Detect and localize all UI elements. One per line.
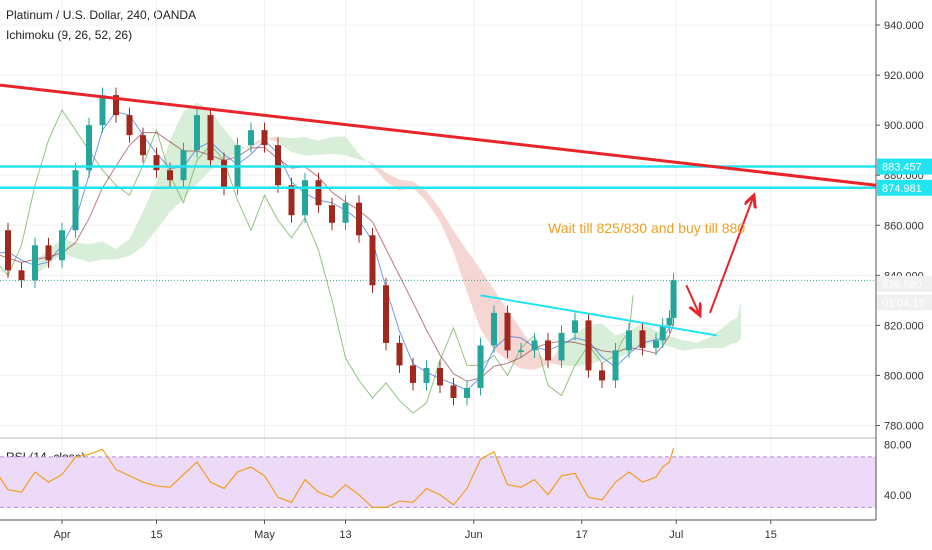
last-price-badge-bg [877,275,932,292]
candle-body [261,130,268,146]
candle-body [666,317,673,326]
candle-body [437,367,443,386]
candle-body [275,145,281,186]
candle-body [180,150,187,181]
candle-body [302,180,308,216]
indicator-label: Ichimoku (9, 26, 52, 26) [6,28,133,42]
rsi-band [0,456,876,508]
candle-body [626,330,632,351]
candle-body [504,312,511,351]
last-price-badge: 836.580 [882,279,922,291]
support-price-badge: 874.981 [882,183,922,195]
candle-body [356,202,362,236]
candle-body [329,205,335,223]
candle-body [126,115,133,136]
candle-body [585,320,592,371]
price-tick-label: 860.000 [884,220,924,232]
rsi-tick-label: 80.00 [884,439,912,451]
candle-body [572,320,578,333]
candle-body [653,340,659,348]
candle-body [599,370,605,381]
chart-title: Platinum / U.S. Dollar, 240, OANDA [6,8,197,22]
time-tick-label: 13 [339,529,351,541]
time-tick-label: May [254,529,275,541]
time-tick-label: Jul [669,529,683,541]
breakout-trendline [480,294,717,337]
countdown-badge: 01:04:15 [882,297,925,309]
price-tick-label: 820.000 [884,320,924,332]
ichimoku-base-line [0,132,675,382]
candle-body [491,312,497,346]
time-tick-label: Apr [53,529,70,541]
down-arrow [685,284,700,315]
candle-body [45,245,52,261]
candle-body [153,155,160,171]
candle-body [464,387,470,398]
rsi-tick-label: 40.00 [884,490,912,502]
candle-body [72,170,79,231]
price-tick-label: 940.000 [884,20,924,32]
up-arrow [709,195,754,314]
candle-body [410,365,416,383]
candle-body [248,130,254,146]
candle-body [86,125,92,171]
candle-body [639,330,646,348]
candle-body [518,350,524,352]
rsi-line [0,447,675,508]
candle-body [140,135,146,156]
support-price-badge-bg [877,158,932,175]
candle-body [18,270,25,281]
candle-body [612,350,619,381]
ichimoku-cloud-bullish [35,102,742,367]
candle-body [207,115,214,161]
candle-body [99,95,106,126]
candle-body [545,340,551,361]
countdown-badge-bg [877,294,932,311]
candle-body [342,202,349,223]
candle-body [477,345,484,388]
time-tick-label: 17 [576,529,588,541]
time-tick-label: Jun [465,529,483,541]
candle-body [450,385,457,398]
candle-body [670,280,677,318]
candle-body [221,160,227,188]
candle-body [194,115,200,151]
candle-body [167,170,173,181]
candle-body [383,285,389,343]
candle-body [32,245,38,281]
candle-body [531,340,538,351]
price-tick-label: 920.000 [884,70,924,82]
candle-body [558,332,565,361]
candle-body [315,180,322,206]
candle-body [423,367,430,383]
price-tick-label: 800.000 [884,370,924,382]
time-tick-label: 15 [150,529,162,541]
trade-note: Wait till 825/830 and buy till 880 [548,220,745,236]
descending-trendline [0,83,877,187]
support-price-badge: 883.457 [882,162,922,174]
candle-body [396,342,403,366]
price-tick-label: 900.000 [884,120,924,132]
support-price-badge-bg [877,179,932,196]
candle-body [288,185,295,216]
candle-body [369,235,376,286]
ichimoku-cloud-bearish [251,136,562,370]
candle-body [5,230,11,271]
candle-body [113,95,119,116]
time-tick-label: 15 [765,529,777,541]
candle-body [659,325,666,341]
price-tick-label: 780.000 [884,420,924,432]
candle-body [59,230,65,261]
